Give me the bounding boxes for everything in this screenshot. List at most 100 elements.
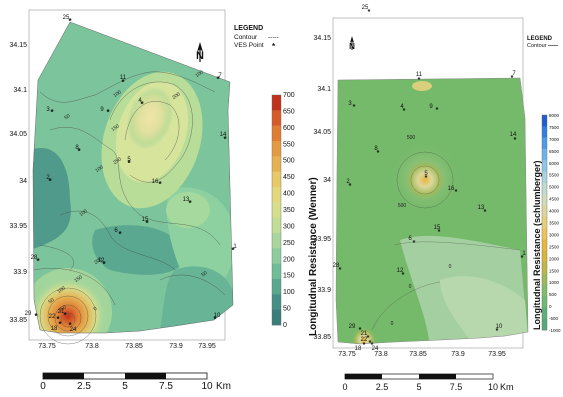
left-x-tick: 73.9: [169, 343, 183, 350]
left-contour-label: 100: [194, 69, 204, 79]
left-ves-point-marker: *: [68, 321, 72, 330]
right-ves-point-marker: *: [436, 107, 439, 114]
right-colorbar-swatch: [542, 137, 547, 150]
left-ves-point-label: 3: [46, 107, 50, 113]
right-ves-point-label: 28: [333, 263, 340, 269]
right-scale-tick: 5: [416, 382, 421, 392]
right-scale-tick: 7.5: [450, 382, 463, 392]
right-scale-unit: Km: [500, 382, 514, 392]
left-legend-contour: Contour: [234, 34, 258, 41]
right-y-tick: 34: [323, 177, 331, 184]
right-ves-point-marker: *: [363, 342, 366, 349]
left-ves-point-marker: *: [56, 315, 60, 324]
left-map: 1001502002501005010020015010050150100500…: [9, 9, 319, 392]
right-map-boundary: [335, 77, 529, 345]
right-contours: [371, 151, 521, 331]
right-ves-point-label: 10: [496, 324, 503, 330]
left-y-tick: 34.1: [13, 87, 27, 94]
left-colorbar-swatch: [272, 217, 281, 234]
right-map-surface: [336, 78, 528, 344]
left-colorbar-swatch: [272, 248, 281, 264]
right-y-axis: 34.15 34.1 34.05 34 33.95 33.9 33.85: [313, 35, 331, 341]
left-contour-label: 100: [94, 164, 104, 174]
left-ves-point-marker: *: [213, 315, 217, 324]
right-ves-point-label: 7: [512, 71, 516, 77]
left-colorbar-tick: 550: [283, 141, 295, 148]
left-contour-label: 100: [78, 208, 88, 218]
left-colorbar-tick: 700: [283, 92, 295, 99]
right-ves-point-label: 3: [348, 101, 352, 107]
right-ves-point-marker: *: [369, 340, 372, 347]
left-ves-point-marker: *: [127, 159, 131, 168]
right-ves-point-marker: *: [521, 255, 524, 262]
right-ves-point-label: 29: [349, 324, 356, 330]
left-ves-point-label: 8: [75, 145, 79, 151]
right-colorbar-swatch: [542, 262, 547, 274]
left-ves-point-label: 5: [127, 157, 131, 163]
left-ves-point-label: 18: [51, 326, 58, 332]
right-x-tick: 73.75: [338, 351, 356, 358]
right-x-tick: 73.95: [488, 351, 506, 358]
right-colorbar-swatch: [542, 216, 547, 229]
left-ves-point-label: 7: [218, 73, 222, 79]
left-ves-point-label: 25: [63, 15, 70, 21]
left-ves-point-marker: *: [145, 219, 149, 228]
left-ves-point-label: 2: [46, 175, 50, 181]
left-ves-point-label: 13: [183, 197, 190, 203]
left-scale-tick: 0: [40, 381, 46, 392]
left-colorbar-ticks: 7006506005505004504003503002502001501005…: [283, 92, 295, 329]
right-ves-point-marker: *: [402, 272, 405, 279]
right-ves-point-label: 21: [361, 331, 368, 337]
right-ves-point-marker: *: [418, 77, 421, 84]
left-ves-point-label: 15: [142, 217, 149, 223]
left-ves-point-marker: *: [36, 257, 40, 266]
right-colorbar-swatch: [542, 307, 547, 319]
right-colorbar-tick: 2500: [549, 244, 560, 249]
right-ves-point-marker: *: [367, 335, 370, 342]
left-scale-tick: 10: [201, 381, 213, 392]
left-legend-contour-symbol: -----: [268, 34, 279, 41]
left-contour-label: 100: [56, 285, 66, 295]
right-scale-tick: 2.5: [376, 382, 389, 392]
right-scale-tick: 0: [342, 382, 347, 392]
right-ves-point-label: 22: [361, 337, 368, 343]
left-colorbar-tick: 150: [283, 273, 295, 280]
left-y-tick: 34: [19, 178, 27, 185]
left-ves-point-label: 1: [233, 244, 237, 250]
right-colorbar-swatch: [542, 318, 547, 331]
right-ves-point-marker: *: [484, 209, 487, 216]
left-scale-unit: Km: [216, 381, 231, 392]
right-north-label: N: [349, 42, 355, 51]
left-legend-ves-symbol: *: [272, 42, 276, 51]
left-ves-point-marker: *: [106, 108, 110, 117]
left-colorbar-swatch: [272, 233, 281, 249]
right-ves-point-marker: *: [377, 150, 380, 157]
left-colorbar-swatch: [272, 95, 281, 111]
right-ves-point-marker: *: [511, 75, 514, 82]
right-colorbar-tick: 6000: [549, 161, 560, 166]
right-colorbar-tick: -500: [549, 316, 559, 321]
left-colorbar-swatches: [271, 94, 282, 326]
left-x-tick: 73.75: [38, 343, 56, 350]
right-ves-point-label: 18: [355, 346, 362, 352]
left-colorbar-tick: 500: [283, 158, 295, 165]
left-ves-point-marker: *: [216, 75, 220, 84]
right-colorbar-swatch: [542, 296, 547, 308]
left-ves-point-label: 24: [70, 327, 77, 333]
left-y-axis: 34.15 34.1 34.05 34 33.95 33.9 33.85: [9, 42, 27, 324]
left-colorbar-swatch: [272, 294, 281, 310]
right-colorbar-swatch: [542, 250, 547, 263]
right-ves-point-label: 6: [408, 236, 412, 242]
left-ves-point-marker: *: [223, 135, 227, 144]
right-contour-label: 500: [398, 203, 407, 209]
right-colorbar-swatch: [542, 148, 547, 161]
left-ves-point-label: 14: [220, 132, 227, 138]
left-ves-point-label: 6: [114, 228, 118, 234]
right-y-tick: 33.85: [313, 334, 331, 341]
left-colorbar-tick: 0: [283, 322, 287, 329]
right-colorbar-tick: 5500: [549, 173, 560, 178]
left-contour-label: 150: [110, 123, 120, 133]
left-colorbar-tick: 400: [283, 191, 295, 198]
left-y-tick: 33.85: [9, 317, 27, 324]
right-ves-point-marker: *: [425, 175, 428, 182]
